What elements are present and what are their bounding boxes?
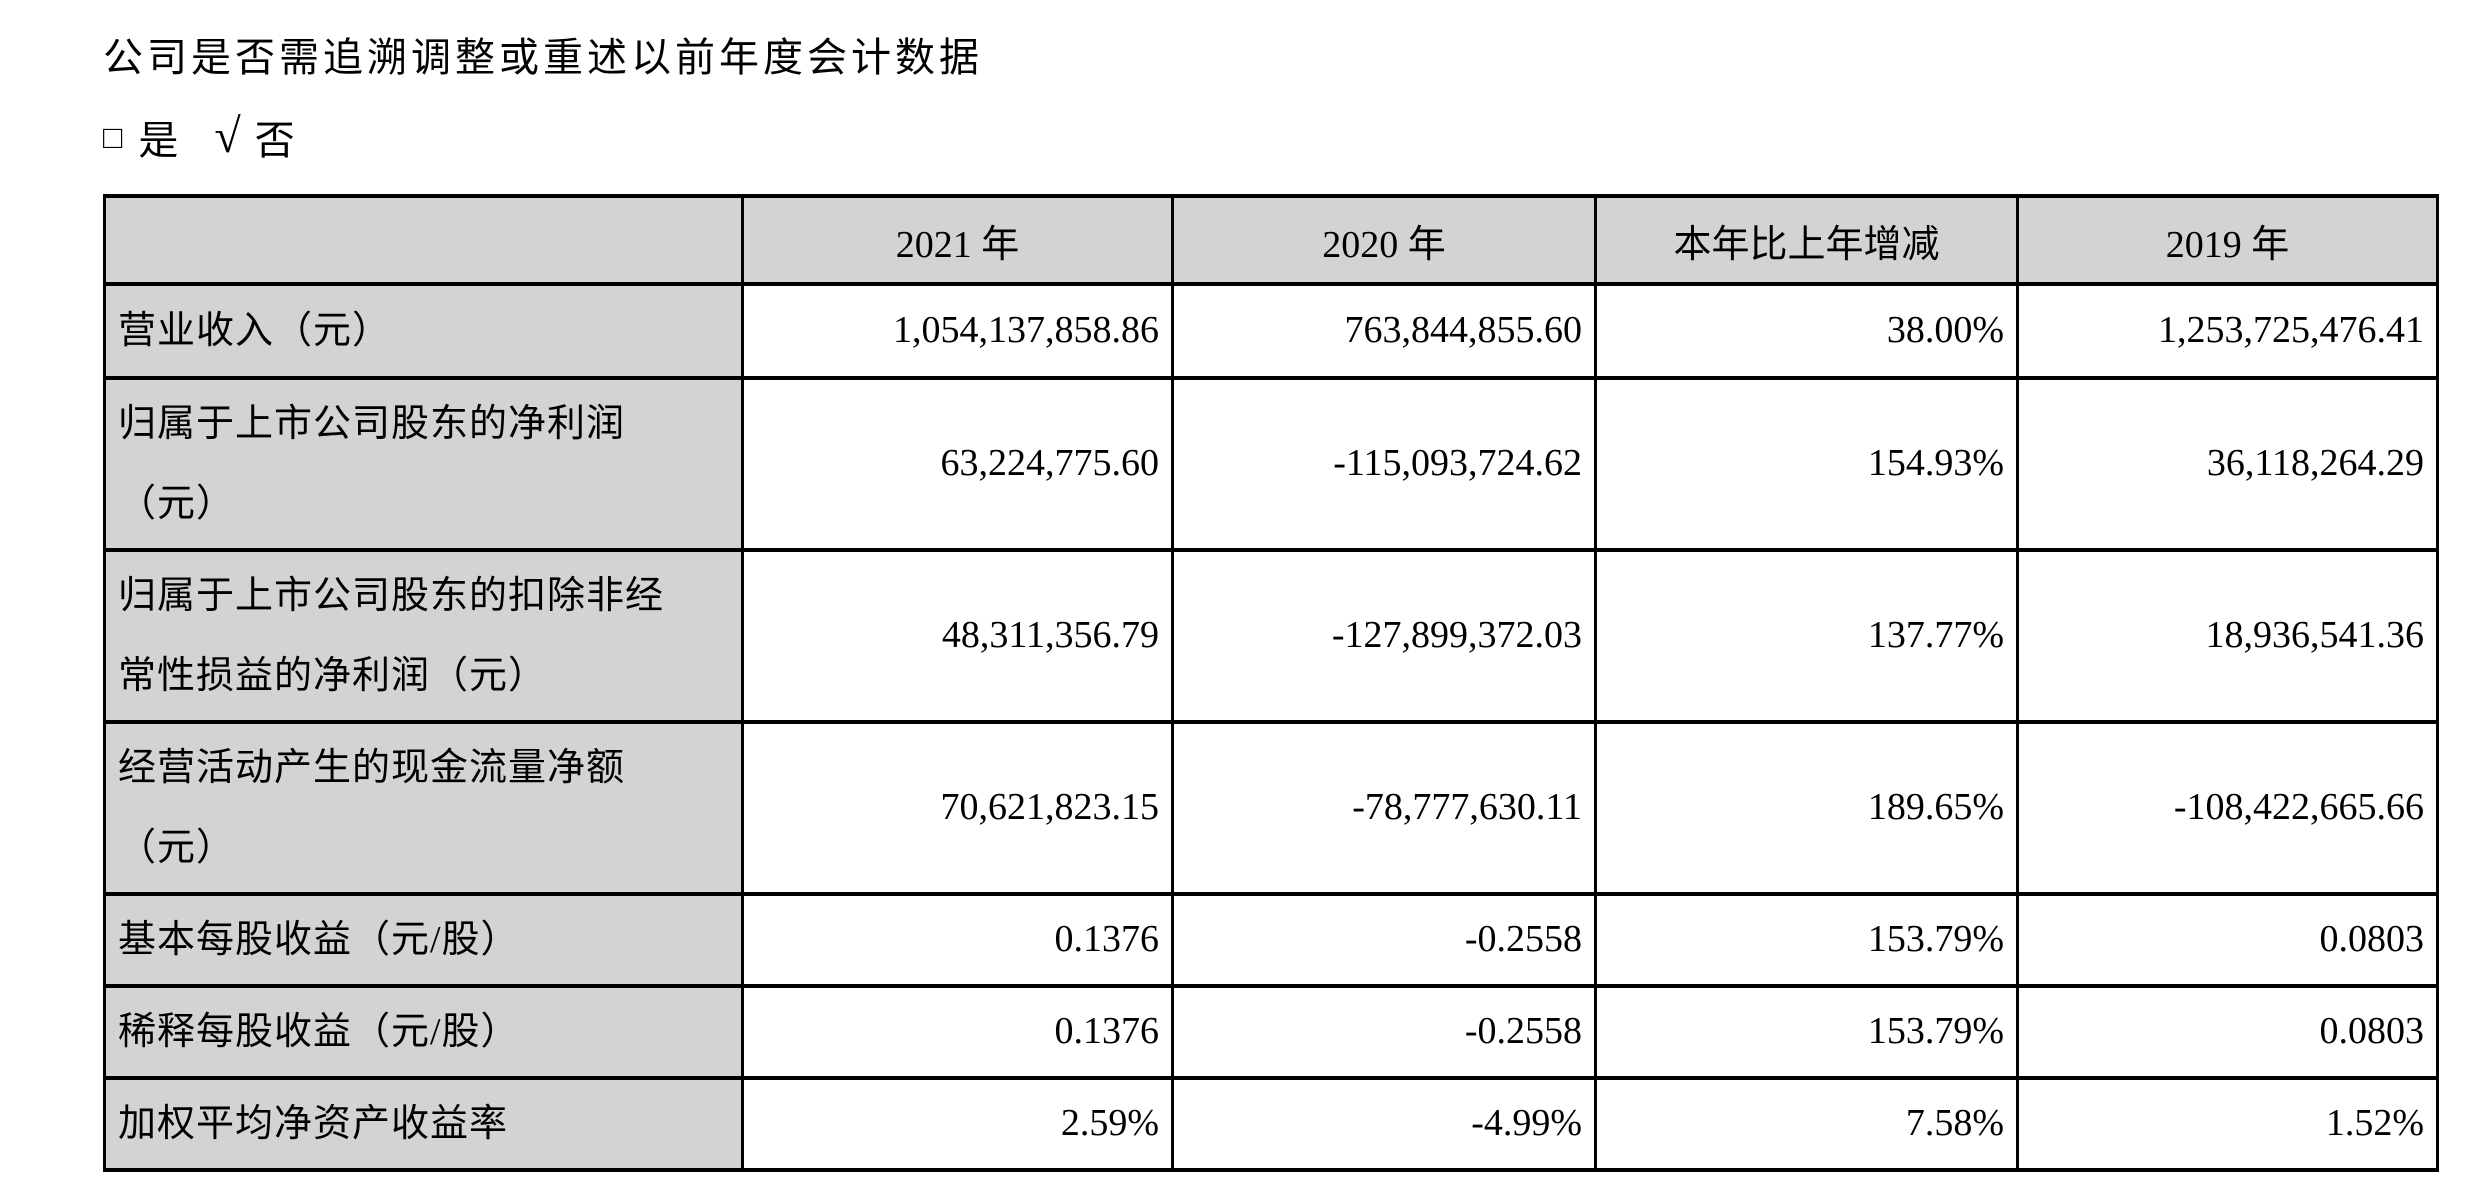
value-2020: -115,093,724.62 [1171,376,1597,552]
value-2021: 48,311,356.79 [741,548,1174,724]
value-2021: 70,621,823.15 [741,720,1174,896]
table-header-row: 2021 年 2020 年 本年比上年增减 2019 年 [103,194,2439,286]
value-2020: -127,899,372.03 [1171,548,1597,724]
metric-label: 经营活动产生的现金流量净额 （元） [103,720,744,896]
table-row-operating-cash-flow: 经营活动产生的现金流量净额 （元） 70,621,823.15 -78,777,… [103,720,2439,896]
value-2021: 1,054,137,858.86 [741,282,1174,380]
value-yoy-change: 153.79% [1594,892,2019,988]
metric-label: 营业收入（元） [103,282,744,380]
table-row-diluted-eps: 稀释每股收益（元/股） 0.1376 -0.2558 153.79% 0.080… [103,984,2439,1080]
checkbox-unchecked-icon: □ [103,119,123,155]
col-header-yoy-change: 本年比上年增减 [1594,194,2019,286]
value-2021: 0.1376 [741,984,1174,1080]
value-2021: 63,224,775.60 [741,376,1174,552]
value-yoy-change: 38.00% [1594,282,2019,380]
value-2020: 763,844,855.60 [1171,282,1597,380]
value-2019: 1,253,725,476.41 [2016,282,2439,380]
col-header-2020: 2020 年 [1171,194,1597,286]
metric-label: 稀释每股收益（元/股） [103,984,744,1080]
metric-label: 加权平均净资产收益率 [103,1076,744,1172]
value-yoy-change: 137.77% [1594,548,2019,724]
value-yoy-change: 189.65% [1594,720,2019,896]
col-header-2019: 2019 年 [2016,194,2439,286]
table-row-operating-revenue: 营业收入（元） 1,054,137,858.86 763,844,855.60 … [103,282,2439,380]
yes-option-label: 是 [138,118,181,163]
value-2019: 18,936,541.36 [2016,548,2439,724]
question-text: 公司是否需追溯调整或重述以前年度会计数据 [103,35,983,80]
value-2020: -0.2558 [1171,892,1597,988]
col-header-2021: 2021 年 [741,194,1174,286]
no-option-label: 否 [254,118,297,163]
value-2019: 0.0803 [2016,892,2439,988]
col-header-blank [103,194,744,286]
metric-label: 归属于上市公司股东的净利润 （元） [103,376,744,552]
value-2020: -78,777,630.11 [1171,720,1597,896]
value-2020: -4.99% [1171,1076,1597,1172]
table-row-basic-eps: 基本每股收益（元/股） 0.1376 -0.2558 153.79% 0.080… [103,892,2439,988]
value-2019: 0.0803 [2016,984,2439,1080]
metric-label: 基本每股收益（元/股） [103,892,744,988]
table-row-net-profit-excl-nonrecurring: 归属于上市公司股东的扣除非经 常性损益的净利润（元） 48,311,356.79… [103,548,2439,724]
value-2019: 36,118,264.29 [2016,376,2439,552]
value-2019: 1.52% [2016,1076,2439,1172]
metric-label: 归属于上市公司股东的扣除非经 常性损益的净利润（元） [103,548,744,724]
table-row-weighted-avg-roe: 加权平均净资产收益率 2.59% -4.99% 7.58% 1.52% [103,1076,2439,1172]
value-yoy-change: 7.58% [1594,1076,2019,1172]
check-mark-icon: √ [214,110,241,163]
key-financials-table: 2021 年 2020 年 本年比上年增减 2019 年 营业收入（元） 1,0… [103,194,2439,1172]
value-2021: 2.59% [741,1076,1174,1172]
value-yoy-change: 154.93% [1594,376,2019,552]
value-2021: 0.1376 [741,892,1174,988]
value-2020: -0.2558 [1171,984,1597,1080]
value-2019: -108,422,665.66 [2016,720,2439,896]
table-row-net-profit: 归属于上市公司股东的净利润 （元） 63,224,775.60 -115,093… [103,376,2439,552]
value-yoy-change: 153.79% [1594,984,2019,1080]
yes-no-options: □ 是 √ 否 [103,110,2436,164]
